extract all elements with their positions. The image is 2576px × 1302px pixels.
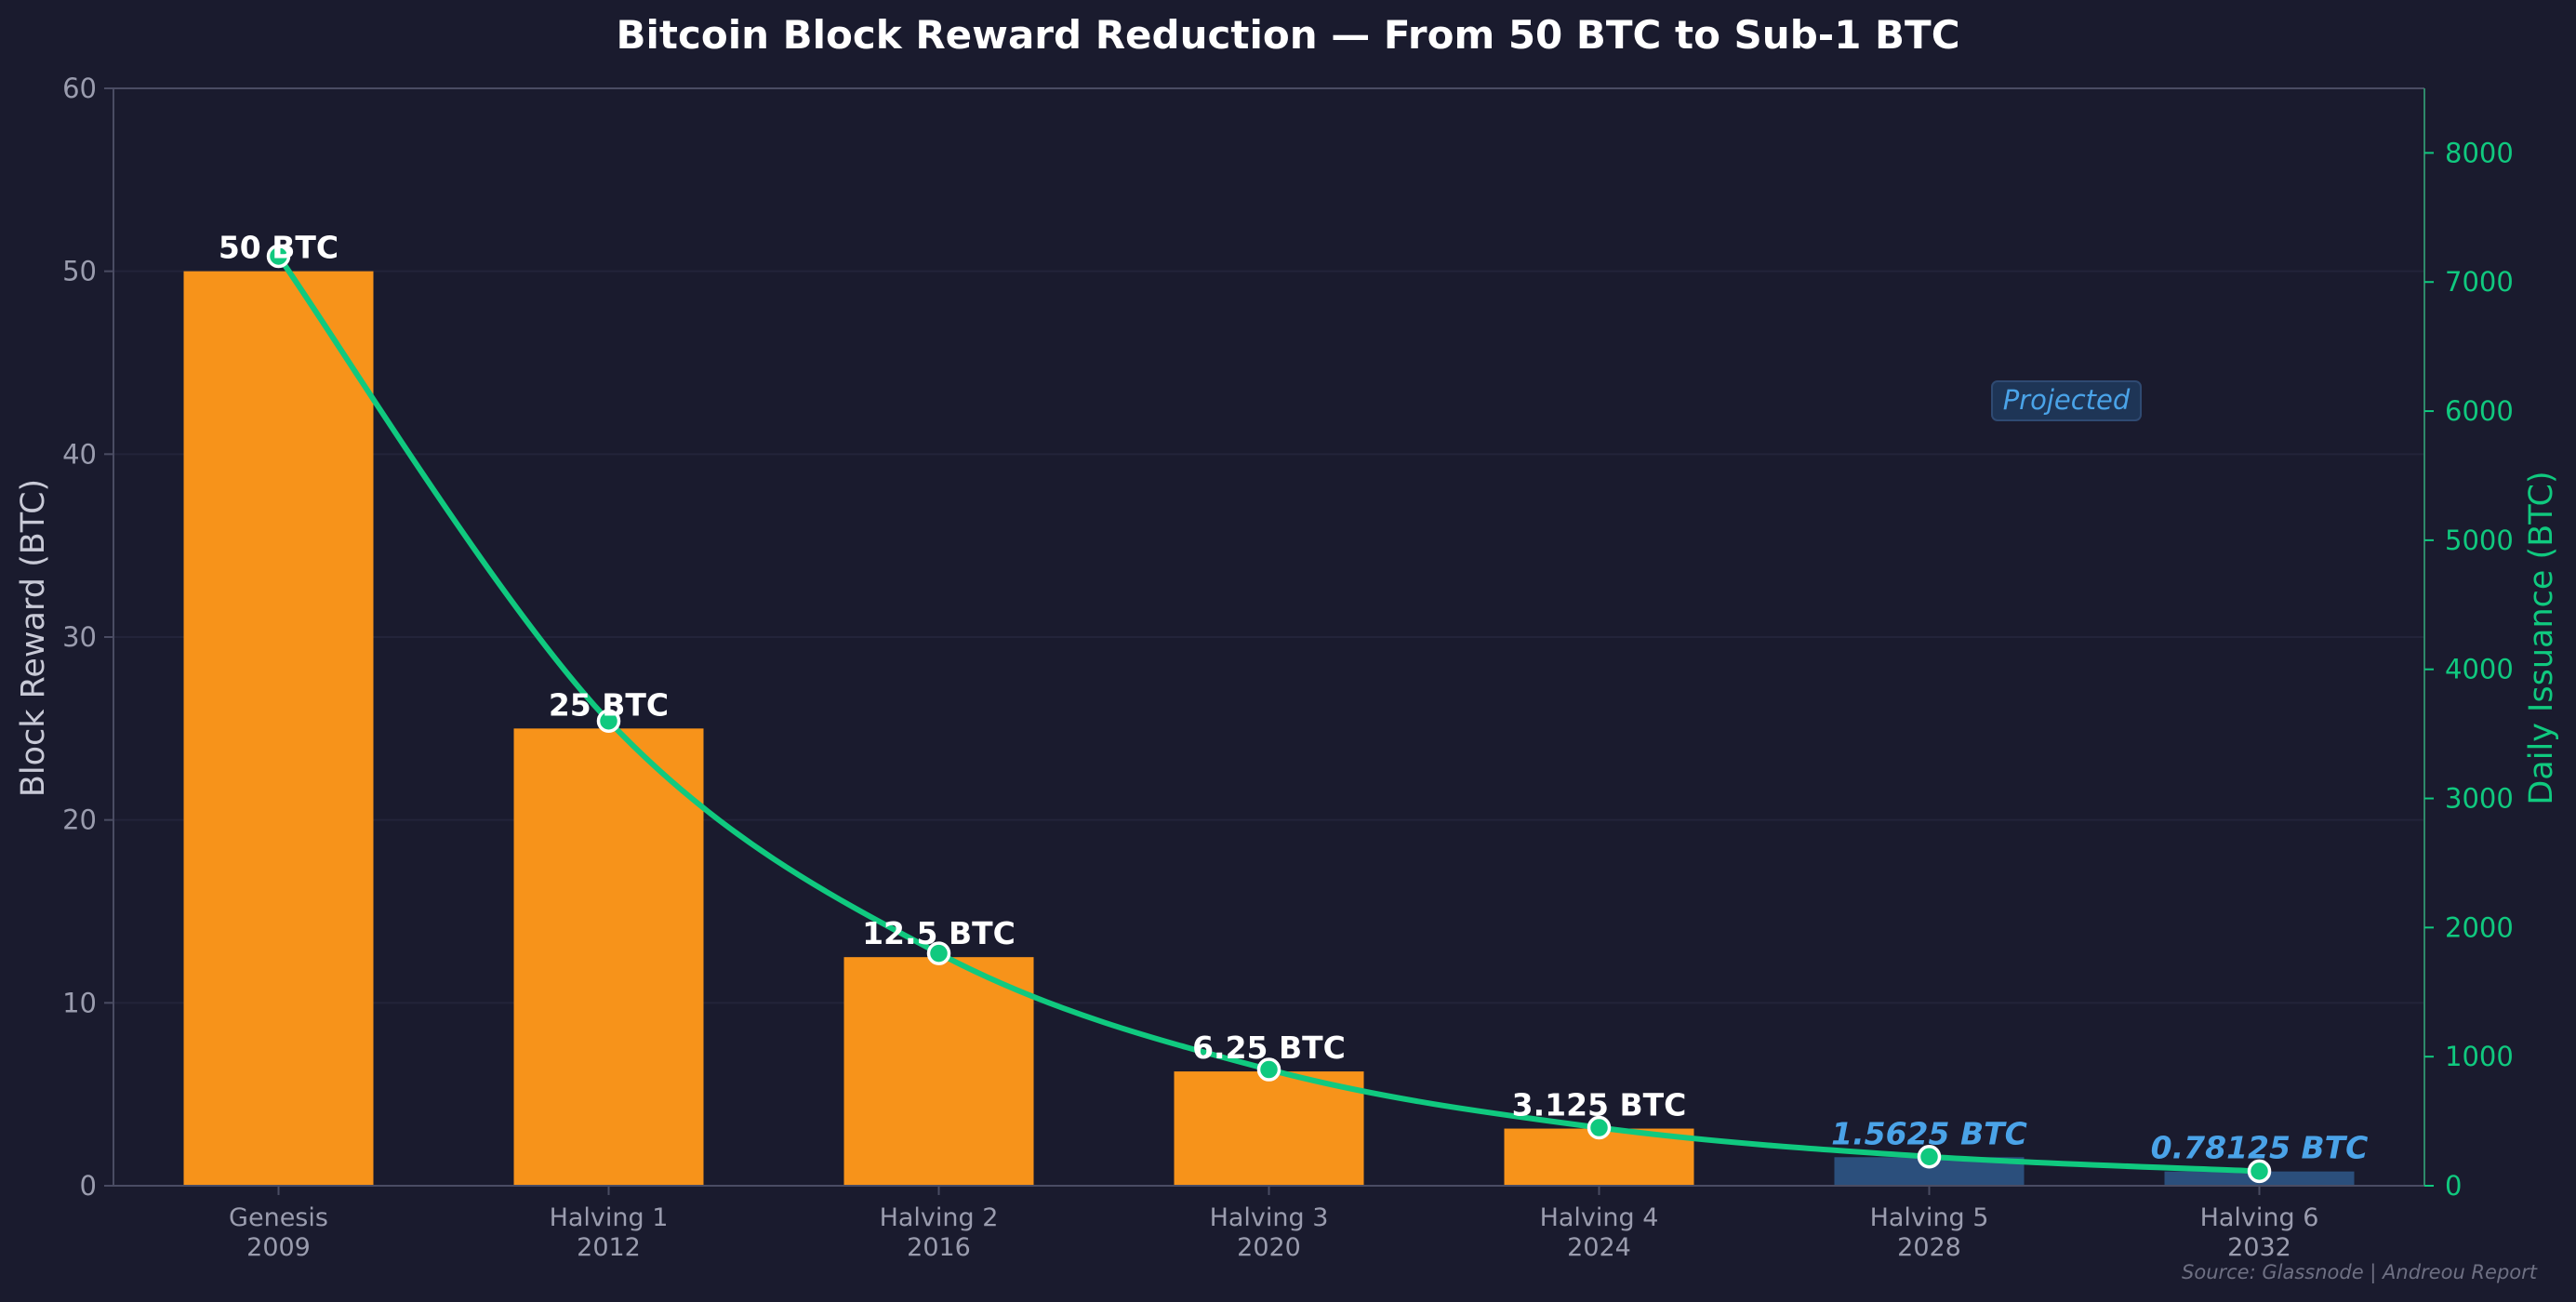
bar: [843, 957, 1034, 1186]
y-tick-label-left: 50: [62, 256, 97, 287]
y-tick-label-right: 1000: [2445, 1041, 2514, 1072]
bar-value-label: 1.5625 BTC: [1831, 1115, 2027, 1151]
bar: [513, 728, 704, 1186]
x-tick-label: Halving 5: [1870, 1203, 1989, 1232]
y-tick-label-right: 4000: [2445, 654, 2514, 685]
y-tick-label-right: 5000: [2445, 525, 2514, 556]
x-tick-label: Halving 2: [880, 1203, 999, 1232]
projected-annotation: Projected: [1991, 380, 2142, 421]
bar-value-label: 25 BTC: [549, 686, 669, 723]
bar-value-labels: 50 BTC 25 BTC 12.5 BTC 6.25 BTC 3.125 BTC 1.5…: [219, 230, 2368, 1166]
y-tick-label-left: 40: [62, 438, 97, 470]
y-tick-label-right: 0: [2445, 1170, 2462, 1202]
bar-value-label: 6.25 BTC: [1192, 1030, 1346, 1066]
x-tick-label: Halving 4: [1540, 1203, 1659, 1232]
y-axis-right-title: Daily Issuance (BTC): [2523, 471, 2560, 804]
bar: [183, 271, 374, 1187]
projected-annotation-text: Projected: [2003, 384, 2131, 416]
x-tick-label: Genesis: [229, 1203, 328, 1232]
y-axis-left-title: Block Reward (BTC): [15, 479, 52, 797]
x-tick-label-year: 2012: [577, 1233, 641, 1262]
bar-value-label: 3.125 BTC: [1512, 1087, 1687, 1123]
bars: [183, 271, 2355, 1187]
y-tick-label-right: 3000: [2445, 783, 2514, 815]
axes: 0 10 20 30 40 50 60 0 1000 2000 3000 4000 5000 6000 70…: [62, 73, 2514, 1262]
y-tick-label-left: 60: [62, 73, 97, 104]
y-tick-label-right: 8000: [2445, 137, 2514, 168]
x-tick-label: Halving 6: [2200, 1203, 2319, 1232]
bar-value-label: 0.78125 BTC: [2151, 1130, 2369, 1166]
y-tick-label-right: 2000: [2445, 911, 2514, 943]
source-note: Source: Glassnode | Andreou Report: [2182, 1261, 2538, 1284]
y-tick-label-left: 0: [80, 1170, 97, 1202]
y-tick-label-left: 30: [62, 621, 97, 653]
line-point: [1587, 1115, 1612, 1140]
line-point: [596, 709, 621, 733]
y-tick-label-right: 6000: [2445, 395, 2514, 427]
y-tick-label-right: 7000: [2445, 266, 2514, 298]
x-tick-label-year: 2024: [1567, 1233, 1631, 1262]
x-tick-label-year: 2032: [2227, 1233, 2291, 1262]
x-tick-label: Halving 3: [1210, 1203, 1329, 1232]
line-point: [926, 941, 951, 965]
x-tick-label-year: 2028: [1897, 1233, 1961, 1262]
bar: [1174, 1071, 1364, 1186]
y-tick-label-left: 20: [62, 804, 97, 836]
line-point: [1917, 1145, 1942, 1169]
chart-title: Bitcoin Block Reward Reduction — From 50…: [616, 12, 1959, 58]
bar-value-label: 50 BTC: [219, 230, 339, 266]
x-tick-label-year: 2009: [246, 1233, 311, 1262]
line-point: [266, 244, 291, 269]
x-tick-label-year: 2016: [907, 1233, 971, 1262]
y-tick-label-left: 10: [62, 987, 97, 1018]
x-tick-label-year: 2020: [1237, 1233, 1301, 1262]
projected-annotation-box: [1991, 380, 2142, 421]
x-tick-label: Halving 1: [550, 1203, 669, 1232]
line-point: [1256, 1057, 1281, 1082]
daily-issuance-line-group: [266, 244, 2272, 1184]
bar-value-label: 12.5 BTC: [862, 915, 1016, 951]
line-point: [2247, 1159, 2272, 1184]
